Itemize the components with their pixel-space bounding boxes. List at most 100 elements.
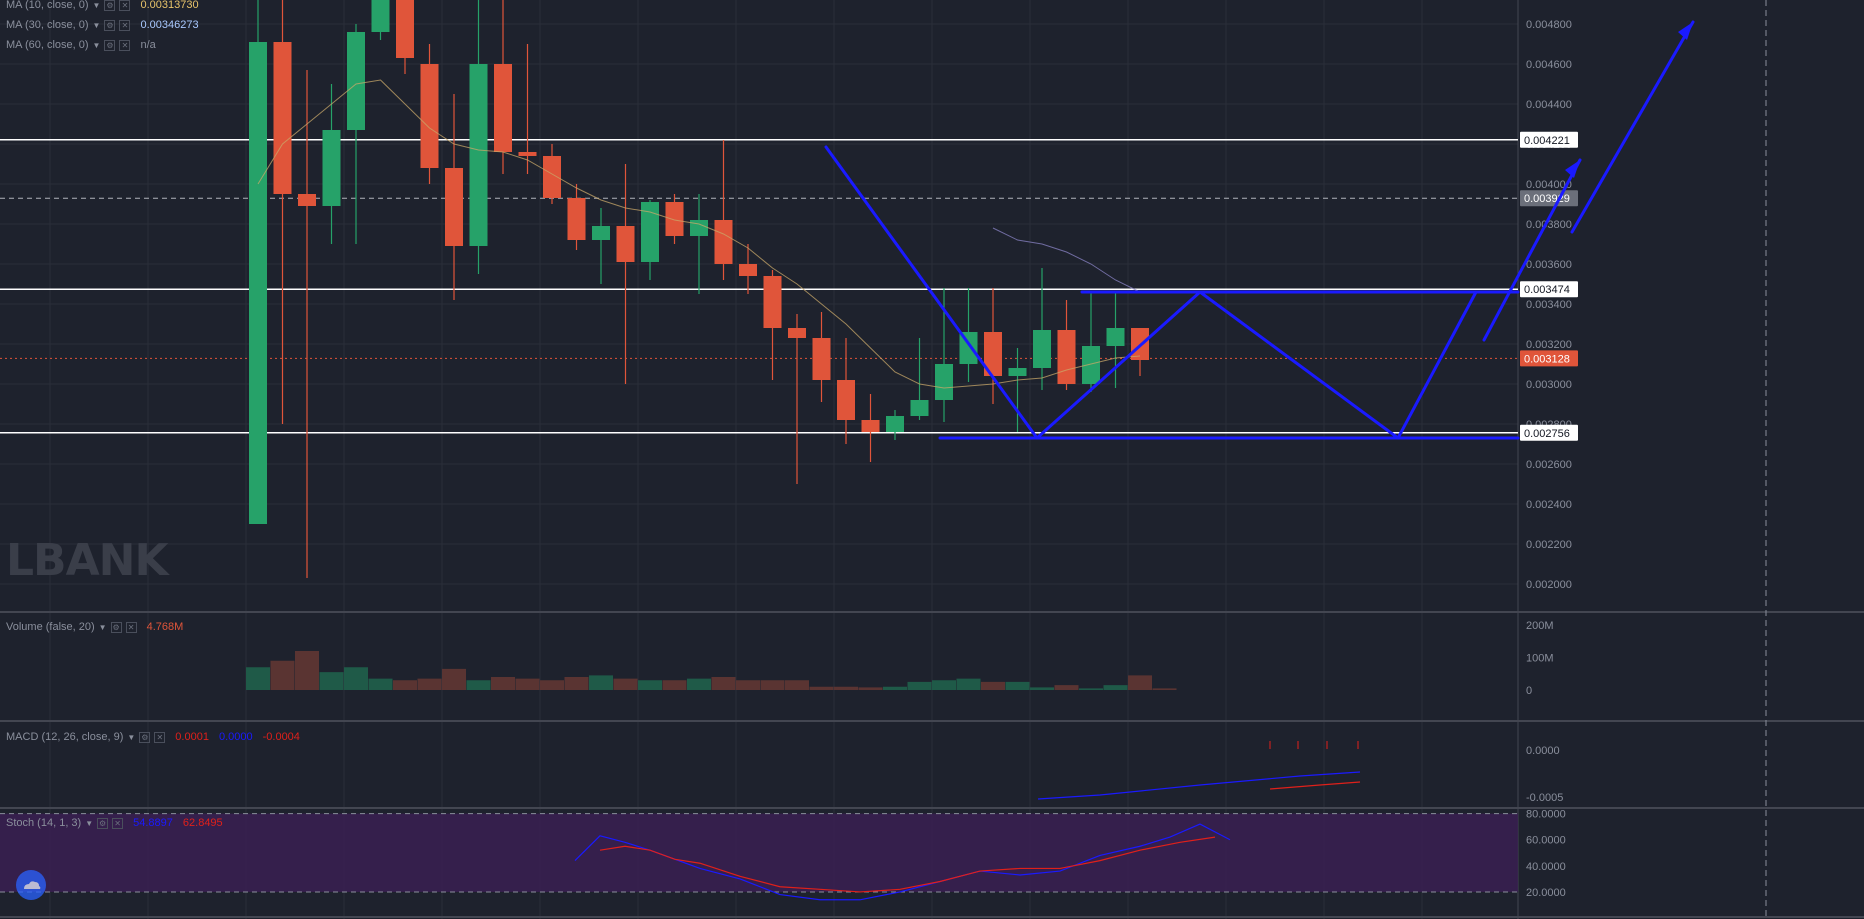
caret-down-icon[interactable]: ▼ — [92, 40, 101, 50]
volume-bar — [907, 681, 932, 690]
volume-bar — [687, 678, 711, 690]
settings-icon[interactable]: ⚙ — [104, 19, 116, 31]
candle-body — [616, 226, 635, 262]
ma30-legend[interactable]: MA (30, close, 0) ▼ ⚙ ✕ 0.00346273 — [6, 17, 199, 33]
caret-down-icon[interactable]: ▼ — [98, 622, 107, 632]
volume-legend[interactable]: Volume (false, 20) ▼ ⚙ ✕ 4.768M — [6, 619, 183, 635]
ma30-value: 0.00346273 — [140, 19, 199, 31]
price-label-text: 0.004221 — [1524, 135, 1570, 147]
volume-bar — [760, 680, 785, 690]
candle-body — [984, 332, 1002, 376]
price-label-badge — [1520, 190, 1578, 207]
volume-bar — [515, 678, 540, 690]
candle-body — [592, 226, 610, 240]
stoch-value-1: 54.8897 — [133, 817, 173, 829]
volume-bar — [540, 680, 564, 690]
candle-body — [739, 264, 757, 276]
candle-body — [837, 380, 855, 420]
candle-body — [371, 0, 390, 32]
ma10-value: 0.00313730 — [140, 0, 199, 11]
price-tick-label: 0.002600 — [1526, 459, 1572, 471]
volume-bar — [1103, 685, 1128, 690]
price-tick-label: 0.002200 — [1526, 539, 1572, 551]
settings-icon[interactable]: ⚙ — [104, 0, 116, 11]
price-label-badge — [1520, 424, 1578, 441]
tradingview-logo-button[interactable] — [16, 870, 46, 900]
macd-line — [1037, 771, 1361, 800]
volume-bar — [981, 681, 1005, 690]
stoch-label: Stoch (14, 1, 3) — [6, 817, 82, 829]
price-tick-label: 0.004400 — [1526, 99, 1572, 111]
price-tick-label: 0.002000 — [1526, 579, 1572, 591]
caret-down-icon[interactable]: ▼ — [92, 20, 101, 30]
macd-legend[interactable]: MACD (12, 26, close, 9) ▼ ⚙ ✕ 0.0001 0.0… — [6, 729, 300, 745]
stoch-value-2: 62.8495 — [182, 817, 223, 829]
macd-value-1: 0.0001 — [175, 731, 209, 743]
price-label-text: 0.003128 — [1524, 353, 1570, 365]
stoch-band — [0, 813, 1518, 892]
ma30-line — [992, 227, 1141, 293]
volume-bar — [956, 678, 981, 690]
volume-tick-label: 100M — [1526, 653, 1554, 665]
stoch-tick-label: 40.0000 — [1526, 861, 1566, 873]
volume-bar — [295, 651, 319, 690]
volume-label: Volume (false, 20) — [6, 621, 95, 633]
ma60-legend[interactable]: MA (60, close, 0) ▼ ⚙ ✕ n/a — [6, 37, 156, 53]
candle-body — [469, 64, 488, 246]
candle-body — [788, 328, 806, 338]
volume-bar — [1005, 681, 1030, 690]
close-icon[interactable]: ✕ — [119, 39, 131, 51]
candle-body — [714, 220, 733, 264]
price-label-badge — [1520, 350, 1578, 367]
candle-body — [861, 420, 880, 432]
candle-body — [445, 168, 463, 246]
candle-body — [347, 32, 365, 130]
volume-bar — [564, 677, 589, 690]
price-tick-label: 0.004800 — [1526, 19, 1572, 31]
caret-down-icon[interactable]: ▼ — [85, 818, 94, 828]
volume-bar — [344, 667, 368, 690]
macd-tick-label: 0.0000 — [1526, 745, 1560, 757]
stoch-legend[interactable]: Stoch (14, 1, 3) ▼ ⚙ ✕ 54.8897 62.8495 — [6, 815, 223, 831]
volume-bar — [613, 678, 638, 690]
candle-body — [812, 338, 831, 380]
close-icon[interactable]: ✕ — [119, 0, 131, 11]
volume-bar — [1152, 688, 1177, 690]
caret-down-icon[interactable]: ▼ — [127, 732, 136, 742]
lbank-watermark: LBANK — [6, 535, 169, 586]
close-icon[interactable]: ✕ — [154, 731, 166, 743]
arrowhead-icon — [1565, 160, 1580, 178]
ma10-legend[interactable]: MA (10, close, 0) ▼ ⚙ ✕ 0.00313730 — [6, 0, 199, 13]
price-tick-label: 0.004600 — [1526, 59, 1572, 71]
macd-value-2: 0.0000 — [218, 731, 253, 743]
close-icon[interactable]: ✕ — [119, 19, 131, 31]
candle-body — [690, 220, 708, 236]
stoch-tick-label: 20.0000 — [1526, 887, 1566, 899]
close-icon[interactable]: ✕ — [125, 621, 137, 633]
volume-bar — [589, 675, 613, 690]
caret-down-icon[interactable]: ▼ — [92, 0, 101, 10]
candle-body — [1008, 368, 1027, 376]
candle-body — [1057, 330, 1076, 384]
close-icon[interactable]: ✕ — [112, 817, 124, 829]
macd-value-3: -0.0004 — [262, 731, 300, 743]
volume-bar — [785, 680, 809, 690]
price-label-badge — [1520, 281, 1578, 298]
stoch-tick-label: 60.0000 — [1526, 835, 1566, 847]
settings-icon[interactable]: ⚙ — [139, 731, 151, 743]
target-arrow-line — [1570, 20, 1695, 234]
volume-bar — [1030, 687, 1054, 690]
volume-bar — [883, 686, 907, 690]
volume-bar — [809, 686, 834, 690]
volume-bar — [270, 660, 295, 690]
price-tick-label: 0.003200 — [1526, 339, 1572, 351]
macd-label: MACD (12, 26, close, 9) — [6, 731, 124, 743]
macd-signal-line — [1269, 781, 1361, 790]
settings-icon[interactable]: ⚙ — [110, 621, 122, 633]
ma30-label: MA (30, close, 0) — [6, 19, 89, 31]
price-label-text: 0.003474 — [1524, 284, 1570, 296]
settings-icon[interactable]: ⚙ — [97, 817, 109, 829]
settings-icon[interactable]: ⚙ — [104, 39, 116, 51]
price-tick-label: 0.003800 — [1526, 219, 1572, 231]
